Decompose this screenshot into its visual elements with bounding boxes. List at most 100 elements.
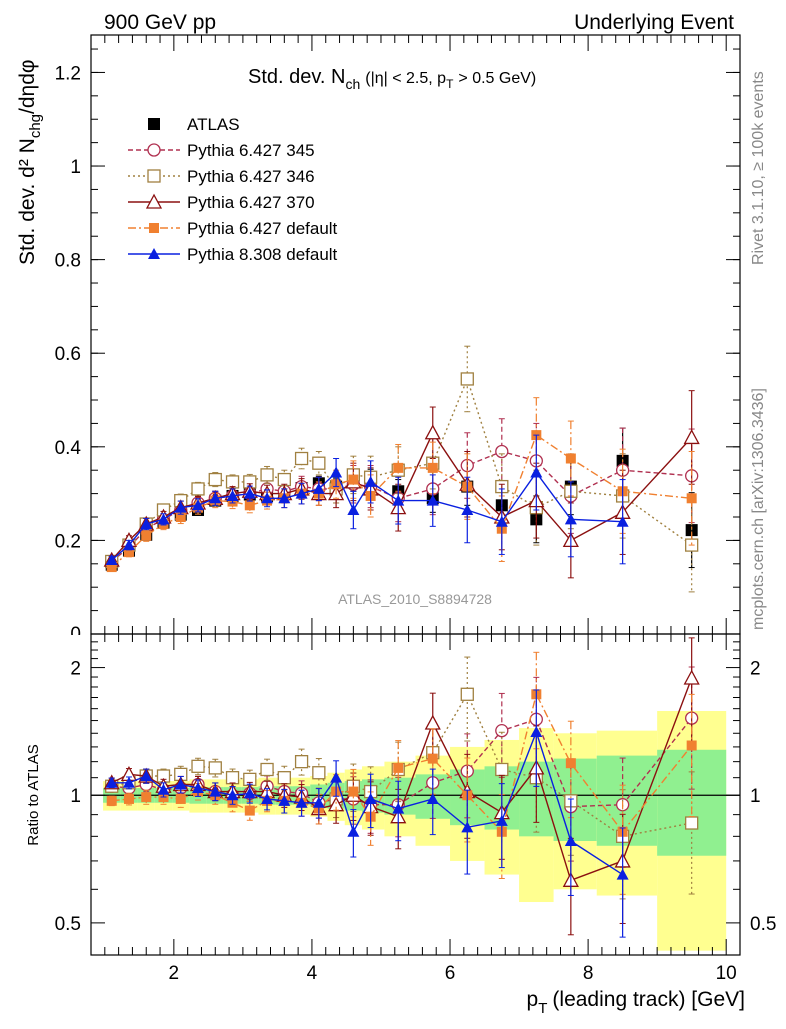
x-tick-label: 6 xyxy=(445,963,456,984)
data-point xyxy=(495,444,509,459)
legend-item: Pythia 8.308 default xyxy=(128,245,338,264)
ratio-point xyxy=(312,796,325,808)
main-title: Std. dev. Nch (|η| < 2.5, pT > 0.5 GeV) xyxy=(248,66,536,92)
y-tick-label: 0.6 xyxy=(55,344,81,365)
ratio-point xyxy=(347,825,360,837)
ratio-y-tick-label-right: 0.5 xyxy=(750,914,776,935)
legend-item: Pythia 6.427 370 xyxy=(128,193,315,212)
ratio-point xyxy=(424,714,441,730)
data-point xyxy=(175,512,186,523)
data-point xyxy=(244,500,255,511)
data-point xyxy=(278,492,291,504)
ratio-point xyxy=(393,762,404,773)
legend-label: Pythia 6.427 370 xyxy=(187,193,315,212)
x-tick-label: 8 xyxy=(583,963,594,984)
main-title-rest: (|η| < 2.5, p xyxy=(365,70,446,87)
legend-marker xyxy=(148,118,160,130)
ratio-point xyxy=(225,771,240,785)
legend-marker xyxy=(149,223,159,233)
ratio-point xyxy=(243,787,256,799)
legend-marker xyxy=(148,248,160,259)
ratio-point xyxy=(328,796,345,812)
y-tick-label: 0.4 xyxy=(55,438,82,459)
y-tick-label: 0 xyxy=(70,624,81,645)
data-point xyxy=(364,475,377,487)
ratio-point xyxy=(261,792,274,804)
data-point xyxy=(295,487,308,499)
data-point xyxy=(427,462,438,473)
ratio-xlabel-end: (leading track) [GeV] xyxy=(552,988,745,1011)
data-point xyxy=(140,518,153,530)
ratio-point xyxy=(495,762,509,777)
legend-label: Pythia 8.308 default xyxy=(187,245,338,264)
y-tick-label: 0.2 xyxy=(55,531,81,552)
ratio-point xyxy=(685,816,699,830)
ratio-point xyxy=(277,771,291,785)
ratio-y-tick-label-right: 1 xyxy=(750,786,761,807)
data-point xyxy=(226,489,239,501)
data-point xyxy=(686,493,697,504)
ratio-frame xyxy=(90,633,741,956)
legend-label: ATLAS xyxy=(187,115,240,134)
data-point xyxy=(530,466,543,478)
ratio-point xyxy=(294,755,309,769)
series-line xyxy=(111,376,693,563)
ratio-point xyxy=(392,802,405,814)
ratio-y-tick-label: 1 xyxy=(70,786,81,807)
analysis-tag: ATLAS_2010_S8894728 xyxy=(338,591,492,607)
ratio-series-pythia-8-308-default xyxy=(105,689,629,938)
ratio-marks xyxy=(91,637,740,951)
data-point xyxy=(106,562,117,573)
ratio-ylabel: Ratio to ATLAS xyxy=(25,744,42,845)
ratio-point xyxy=(174,778,187,790)
data-point xyxy=(461,503,474,515)
data-point xyxy=(565,453,576,464)
x-tick-label: 2 xyxy=(169,963,180,984)
ratio-point xyxy=(564,834,577,846)
ratio-xlabel-sub: T xyxy=(538,1000,547,1017)
ratio-point xyxy=(175,793,186,804)
ratio-point xyxy=(123,793,134,804)
ratio-point xyxy=(616,868,629,880)
ratio-point xyxy=(495,724,509,738)
y-tick-label: 1.2 xyxy=(55,63,81,84)
ratio-point xyxy=(426,792,439,804)
data-point xyxy=(330,466,343,478)
ratio-point xyxy=(122,776,135,788)
data-point xyxy=(495,515,508,527)
main-ylabel-end: /dηdφ xyxy=(16,59,39,114)
data-point xyxy=(261,492,274,504)
data-point xyxy=(122,539,135,551)
data-point xyxy=(192,499,205,511)
data-point xyxy=(123,547,134,558)
data-point xyxy=(393,462,404,473)
y-tick-label: 0.8 xyxy=(55,251,81,272)
main-axes: 0.2 0.4 0.6 0.8 1 1.2 0 xyxy=(55,35,740,645)
legend-label: Pythia 6.427 345 xyxy=(187,141,315,160)
side-label-top: Rivet 3.1.10, ≥ 100k events xyxy=(750,71,767,265)
main-title-main: Std. dev. N xyxy=(248,66,345,88)
legend-item: Pythia 6.427 default xyxy=(128,219,338,238)
legend: ATLAS Pythia 6.427 345 Pythia 6.427 346 Pyt… xyxy=(128,115,338,264)
main-ylabel: Std. dev. d² Nchg/dηdφ xyxy=(16,59,44,265)
main-panel: 0.2 0.4 0.6 0.8 1 1.2 0 Std. dev. Nch (|η| < 2.… xyxy=(16,34,741,645)
legend-marker xyxy=(145,193,163,209)
legend-label: Pythia 6.427 default xyxy=(187,219,338,238)
data-point xyxy=(260,468,274,482)
ratio-point xyxy=(530,725,543,737)
ratio-xlabel: pT (leading track) [GeV] xyxy=(527,988,745,1017)
data-point xyxy=(174,501,187,513)
main-title-end: > 0.5 GeV) xyxy=(458,70,536,87)
legend-item: ATLAS xyxy=(148,115,240,134)
x-tick-label: 10 xyxy=(716,963,737,984)
ratio-point xyxy=(191,759,205,773)
data-point xyxy=(616,515,629,527)
ratio-point xyxy=(141,792,152,803)
ratio-panel: 0.5 0.5 1 1 2 2 2 4 6 8 10 Ratio to ATLAS pT (leadi… xyxy=(25,633,776,1017)
legend-item: Pythia 6.427 346 xyxy=(128,167,315,186)
data-point xyxy=(208,472,222,487)
data-point xyxy=(294,451,309,466)
ratio-point xyxy=(278,794,291,806)
ratio-y-tick-label-right: 2 xyxy=(750,659,761,680)
